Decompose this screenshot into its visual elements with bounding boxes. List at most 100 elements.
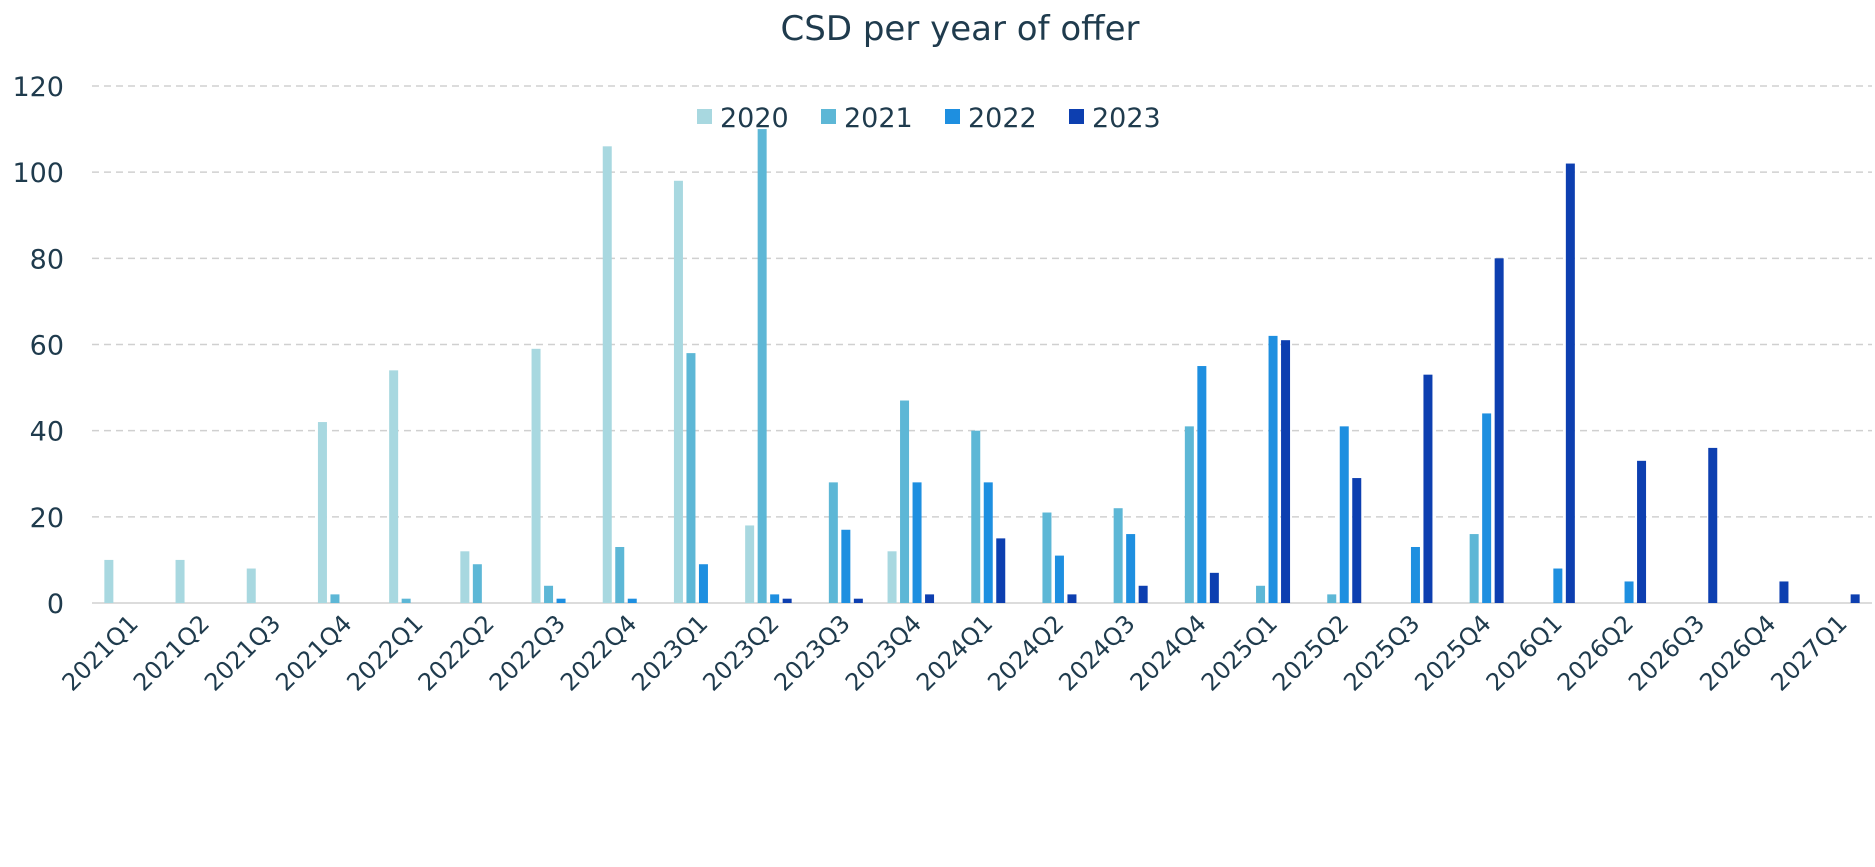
legend-label-2023: 2023 [1092, 103, 1161, 134]
bar-2021-2022Q4 [615, 546, 625, 603]
bar-2022-2025Q2 [1339, 426, 1349, 603]
legend-swatch-2020 [697, 109, 712, 124]
legend-label-2022: 2022 [968, 103, 1037, 134]
bar-2020-2022Q3 [531, 348, 541, 603]
bar-2021-2024Q1 [971, 430, 981, 603]
bar-2022-2022Q3 [556, 598, 566, 603]
bar-2020-2022Q1 [389, 370, 399, 603]
bar-2023-2024Q2 [1067, 594, 1077, 603]
bar-2020-2023Q4 [887, 551, 897, 603]
chart-title: CSD per year of offer [781, 9, 1140, 49]
bar-2021-2025Q1 [1256, 585, 1266, 603]
bar-2020-2023Q2 [745, 525, 755, 603]
bar-2021-2023Q4 [900, 400, 910, 603]
y-tick-label: 60 [30, 331, 64, 362]
bar-2022-2026Q1 [1553, 568, 1563, 603]
x-tick-label: 2023Q4 [840, 609, 927, 696]
x-tick-label: 2021Q4 [270, 609, 357, 696]
bar-2021-2023Q3 [828, 482, 838, 603]
x-tick-label: 2023Q3 [769, 609, 856, 696]
bar-2022-2024Q2 [1054, 555, 1064, 603]
x-tick-label: 2024Q2 [982, 609, 1069, 696]
x-tick-label: 2024Q1 [911, 609, 998, 696]
bar-2023-2026Q4 [1779, 581, 1789, 603]
x-tick-label: 2021Q2 [128, 609, 215, 696]
legend-swatch-2022 [945, 109, 960, 124]
bar-2020-2021Q4 [317, 422, 327, 603]
bar-2022-2022Q4 [627, 598, 637, 603]
bar-2021-2022Q2 [472, 564, 482, 603]
bar-2020-2021Q1 [104, 559, 114, 603]
x-tick-label: 2022Q3 [484, 609, 571, 696]
bar-2022-2026Q2 [1624, 581, 1634, 603]
bar-2021-2022Q1 [401, 598, 411, 603]
bar-2020-2022Q2 [460, 551, 470, 603]
bar-2022-2025Q1 [1268, 335, 1278, 603]
bar-2023-2023Q4 [925, 594, 935, 603]
bar-2022-2024Q1 [983, 482, 993, 603]
x-tick-label: 2022Q4 [555, 609, 642, 696]
x-tick-label: 2021Q1 [57, 609, 144, 696]
bar-2023-2026Q2 [1637, 460, 1647, 603]
bar-2021-2023Q2 [757, 129, 767, 603]
bar-2022-2025Q4 [1482, 413, 1492, 603]
bar-2021-2022Q3 [544, 585, 554, 603]
x-tick-label: 2024Q3 [1053, 609, 1140, 696]
bar-2022-2025Q3 [1410, 546, 1420, 603]
x-tick-label: 2025Q1 [1196, 609, 1283, 696]
bar-2023-2025Q2 [1352, 478, 1362, 603]
x-tick-label: 2021Q3 [199, 609, 286, 696]
gridlines [92, 85, 1872, 604]
x-tick-label: 2023Q1 [626, 609, 713, 696]
bar-2023-2026Q3 [1708, 447, 1718, 603]
x-tick-label: 2022Q1 [341, 609, 428, 696]
y-tick-label: 20 [30, 503, 64, 534]
bar-2020-2022Q4 [602, 146, 612, 603]
bar-2022-2024Q4 [1197, 366, 1207, 603]
bar-2021-2024Q4 [1184, 426, 1194, 603]
x-tick-label: 2025Q3 [1338, 609, 1425, 696]
x-tick-label: 2024Q4 [1125, 609, 1212, 696]
bar-2022-2023Q2 [770, 594, 780, 603]
bar-2021-2023Q1 [686, 353, 696, 603]
bar-2022-2023Q3 [841, 529, 851, 603]
x-tick-label: 2025Q2 [1267, 609, 1354, 696]
bar-2022-2023Q1 [698, 564, 708, 603]
y-tick-label: 0 [47, 589, 64, 620]
bar-2021-2025Q4 [1469, 534, 1479, 603]
bar-2023-2027Q1 [1850, 594, 1860, 603]
bar-2020-2021Q3 [246, 568, 256, 603]
bar-2022-2024Q3 [1126, 534, 1136, 603]
bar-2020-2021Q2 [175, 559, 185, 603]
bar-2020-2023Q1 [673, 180, 683, 603]
x-tick-label: 2026Q3 [1623, 609, 1710, 696]
x-tick-label: 2026Q1 [1481, 609, 1568, 696]
legend-label-2021: 2021 [844, 103, 913, 134]
legend-swatch-2023 [1069, 109, 1084, 124]
bar-2021-2024Q2 [1042, 512, 1052, 603]
y-tick-label: 100 [12, 158, 64, 189]
y-tick-label: 120 [12, 72, 64, 103]
y-axis-ticks: 0 20 40 60 80 100 120 [12, 72, 64, 620]
y-tick-label: 40 [30, 417, 64, 448]
x-tick-label: 2025Q4 [1409, 609, 1496, 696]
y-tick-label: 80 [30, 244, 64, 275]
x-tick-label: 2023Q2 [697, 609, 784, 696]
bar-2023-2024Q3 [1138, 585, 1148, 603]
bar-2021-2021Q4 [330, 594, 340, 603]
bar-2021-2024Q3 [1113, 508, 1123, 603]
bars [104, 129, 1860, 604]
bar-2023-2024Q4 [1209, 572, 1219, 603]
bar-2023-2023Q3 [853, 598, 863, 603]
bar-2023-2025Q1 [1281, 340, 1291, 603]
bar-2023-2025Q4 [1494, 258, 1504, 603]
bar-2023-2024Q1 [996, 538, 1006, 604]
legend: 2020 2021 2022 2023 [697, 103, 1161, 134]
bar-2022-2023Q4 [912, 482, 922, 603]
legend-label-2020: 2020 [720, 103, 789, 134]
x-tick-label: 2027Q1 [1765, 609, 1852, 696]
bar-2023-2023Q2 [782, 598, 792, 603]
x-axis-ticks: 2021Q12021Q22021Q32021Q42022Q12022Q22022… [57, 609, 1853, 696]
